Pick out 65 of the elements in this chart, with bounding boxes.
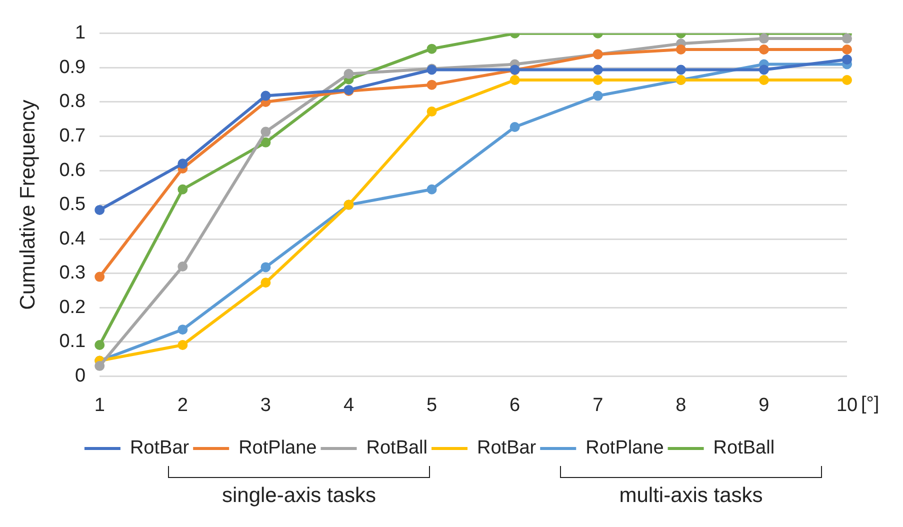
point bbox=[842, 54, 852, 64]
x-tick-label: 10 bbox=[836, 394, 858, 416]
point bbox=[260, 278, 271, 288]
point bbox=[260, 137, 271, 148]
point bbox=[676, 44, 686, 55]
point bbox=[178, 324, 188, 335]
point bbox=[758, 75, 769, 86]
x-tick-label: 2 bbox=[177, 394, 188, 416]
x-tick-label: 7 bbox=[592, 394, 604, 416]
y-tick-label: 1 bbox=[75, 22, 86, 44]
y-tick-label: 0.1 bbox=[59, 331, 86, 352]
x-tick-label: 1 bbox=[94, 394, 105, 416]
point bbox=[178, 158, 188, 169]
point bbox=[758, 44, 769, 55]
y-tick-label: 0.3 bbox=[59, 262, 86, 284]
point bbox=[842, 34, 852, 44]
point bbox=[510, 75, 520, 86]
y-tick-label: 0.7 bbox=[59, 125, 86, 146]
point bbox=[592, 90, 603, 101]
point bbox=[758, 34, 769, 44]
x-tick-label: 9 bbox=[758, 394, 770, 416]
legend-label: RotBar bbox=[477, 438, 537, 459]
y-tick-label: 0.8 bbox=[59, 91, 86, 112]
x-axis-title: [°] bbox=[861, 393, 880, 414]
legend-label: RotBall bbox=[366, 438, 428, 459]
point bbox=[94, 272, 105, 282]
point bbox=[260, 262, 271, 272]
text: multi-axis tasks bbox=[618, 484, 764, 508]
y-tick-label: 0 bbox=[75, 365, 86, 386]
point bbox=[758, 64, 769, 75]
point bbox=[260, 90, 271, 101]
y-tick-label: 0.5 bbox=[59, 194, 86, 216]
legend-label: RotBall bbox=[713, 438, 775, 459]
y-axis-title: Cumulative Frequency bbox=[16, 99, 40, 310]
point bbox=[426, 106, 437, 117]
point bbox=[94, 340, 105, 350]
x-tick-label: 3 bbox=[260, 394, 271, 416]
point bbox=[178, 340, 188, 350]
legend-label: RotPlane bbox=[586, 438, 664, 459]
point bbox=[842, 75, 852, 86]
y-tick-label: 0.4 bbox=[59, 228, 86, 250]
y-tick-label: 0.6 bbox=[59, 160, 86, 181]
point bbox=[510, 122, 520, 132]
x-tick-label: 4 bbox=[343, 394, 354, 416]
point bbox=[842, 44, 852, 55]
point bbox=[592, 64, 603, 75]
y-tick-label: 0.9 bbox=[59, 56, 86, 78]
text: single-axis tasks bbox=[220, 484, 378, 508]
legend-label: RotPlane bbox=[238, 438, 317, 459]
x-tick-label: 6 bbox=[510, 394, 520, 416]
point bbox=[426, 80, 437, 90]
legend-label: RotBar bbox=[130, 438, 190, 459]
point bbox=[178, 184, 188, 194]
point bbox=[94, 360, 105, 371]
point bbox=[592, 75, 603, 86]
point bbox=[676, 64, 686, 75]
point bbox=[94, 204, 105, 215]
x-tick-label: 8 bbox=[676, 394, 686, 416]
point bbox=[344, 68, 354, 79]
point bbox=[426, 44, 437, 54]
point bbox=[178, 262, 188, 272]
point bbox=[260, 126, 271, 137]
x-tick-label: 5 bbox=[426, 394, 438, 416]
point bbox=[426, 184, 437, 194]
y-tick-label: 0.2 bbox=[59, 296, 86, 318]
